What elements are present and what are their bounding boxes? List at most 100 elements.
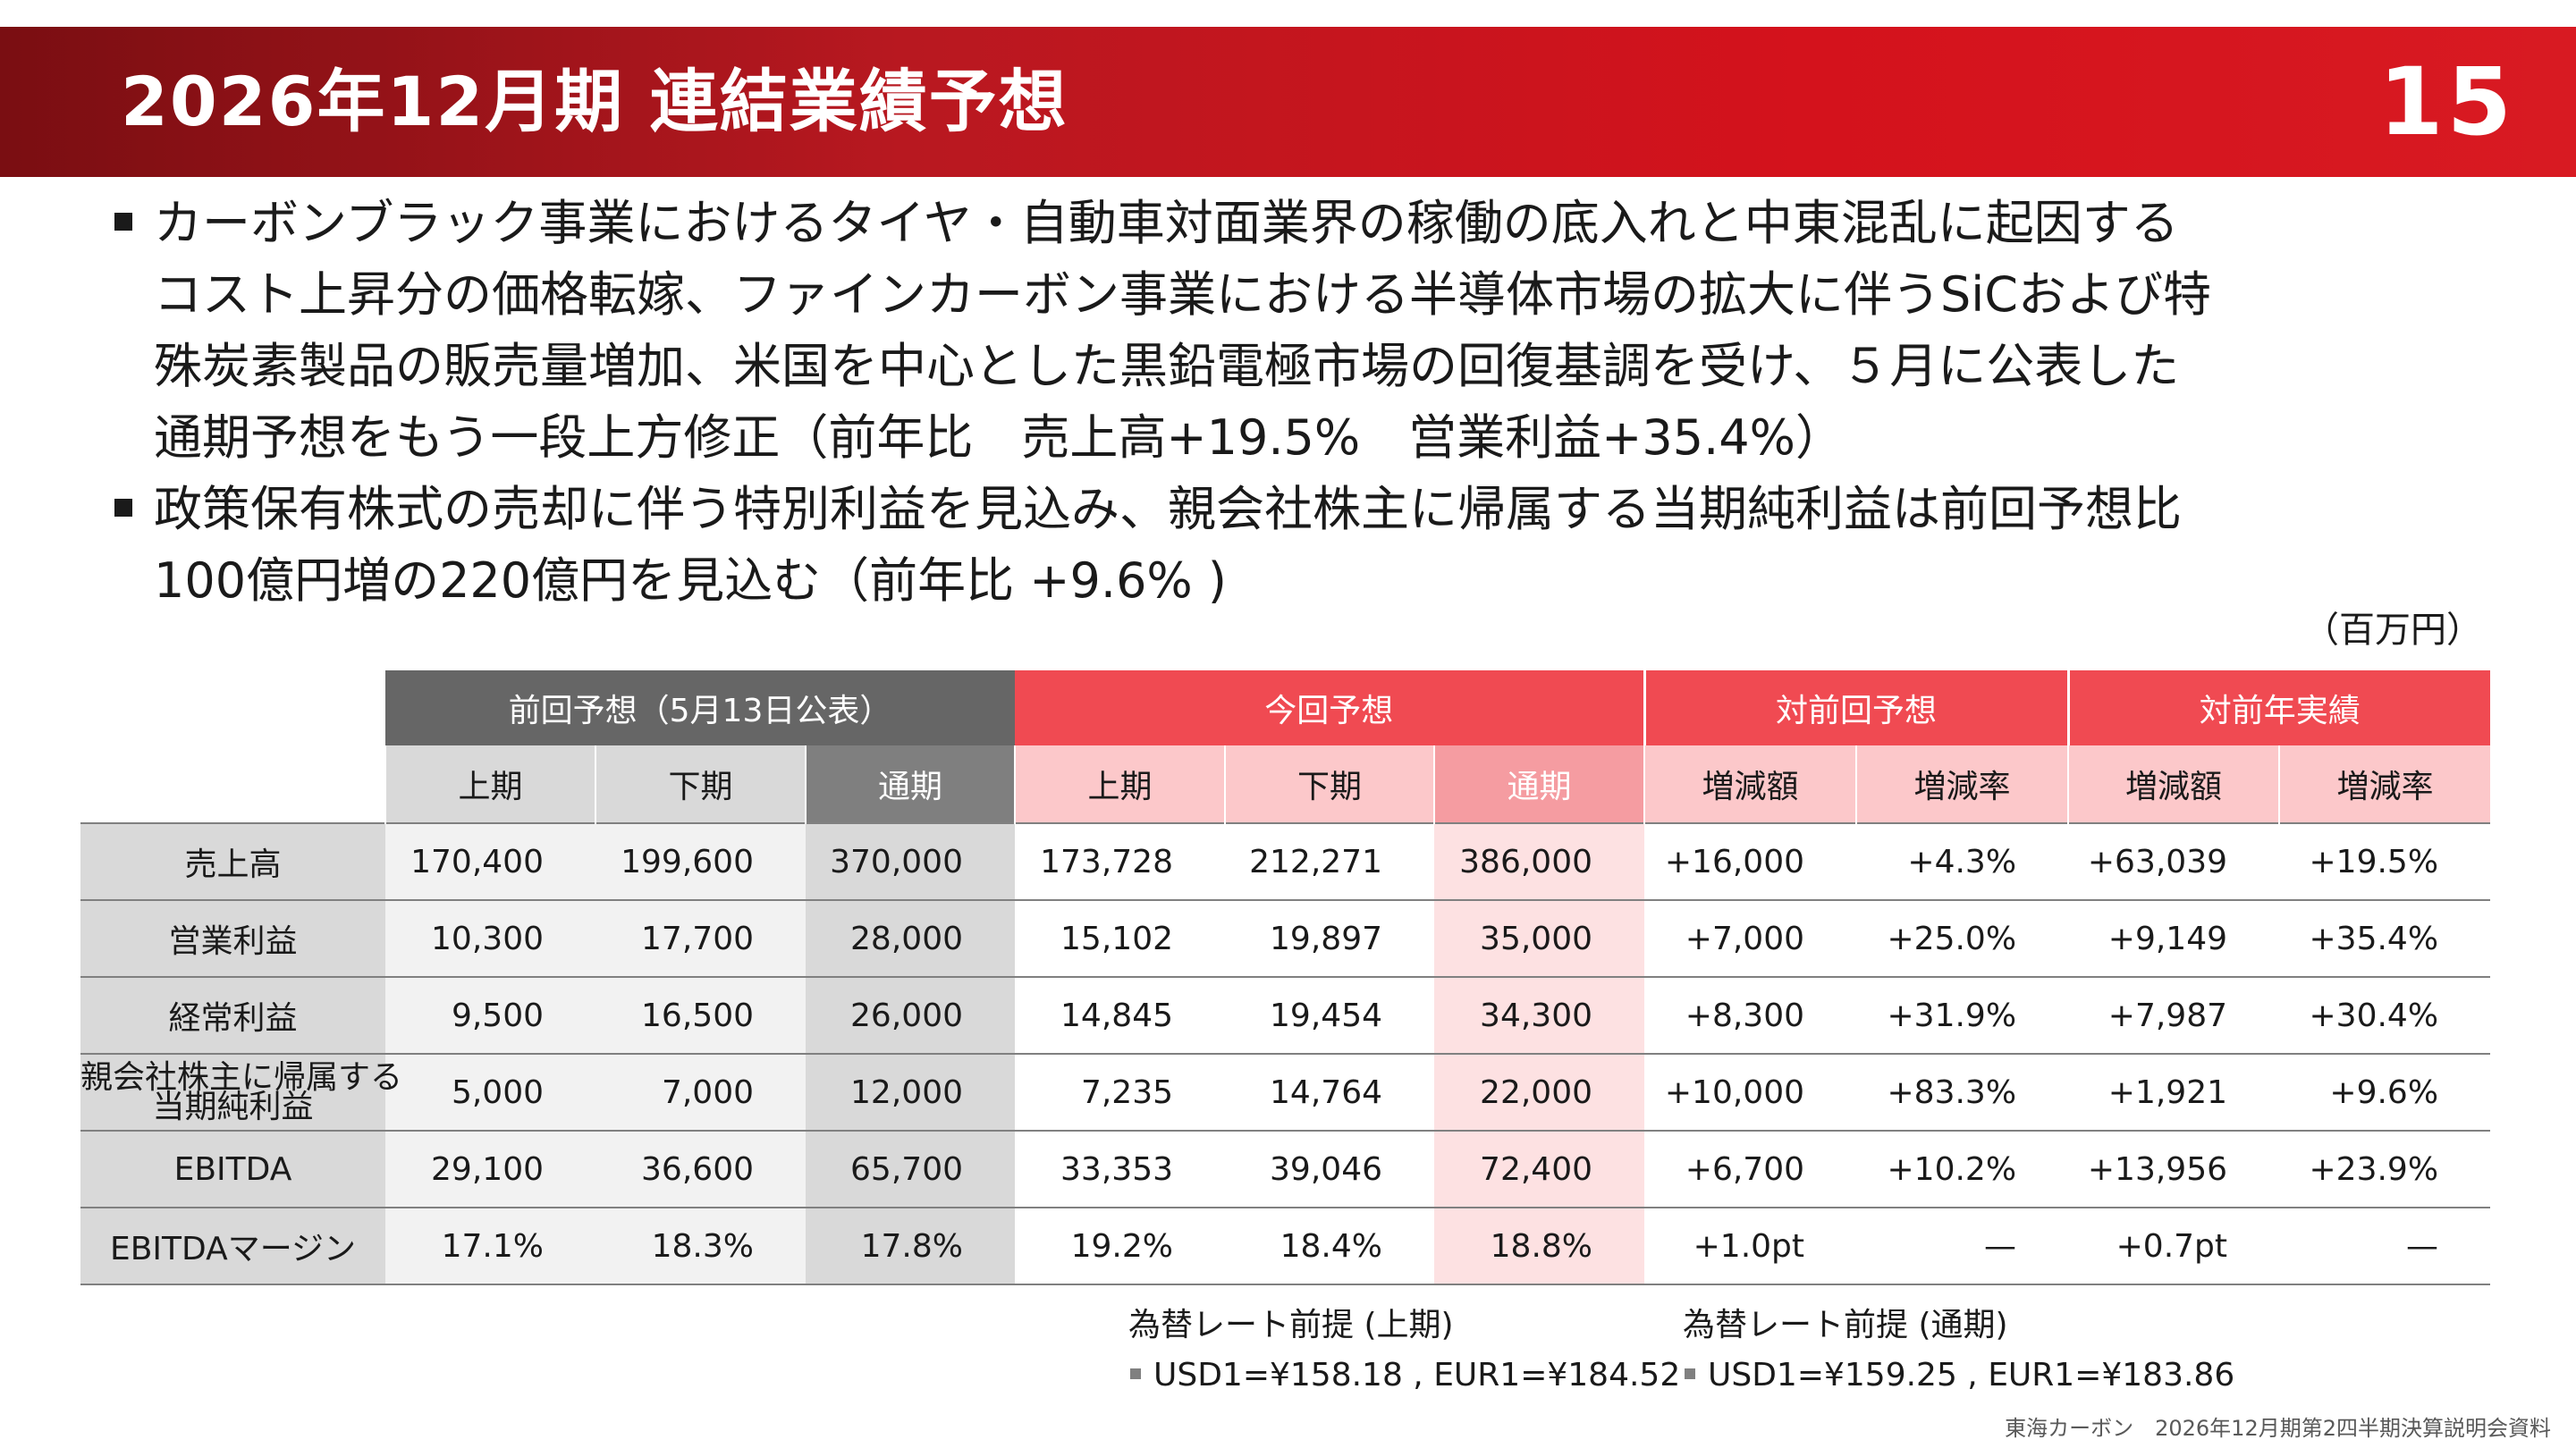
table-cell: 29,100 <box>385 1131 595 1208</box>
row-label: EBITDAマージン <box>80 1208 385 1285</box>
bullet-item: カーボンブラック事業におけるタイヤ・自動車対面業界の稼働の底入れと中東混乱に起因… <box>107 188 2521 474</box>
table-row: EBITDAマージン 17.1% 18.3% 17.8% 19.2% 18.4%… <box>80 1208 2491 1285</box>
table-cell: +0.7pt <box>2068 1208 2280 1285</box>
table-cell: +6,700 <box>1644 1131 1857 1208</box>
table-cell: 17,700 <box>595 900 806 978</box>
table-cell: 173,728 <box>1015 822 1225 901</box>
table-row: 経常利益 9,500 16,500 26,000 14,845 19,454 3… <box>80 977 2491 1055</box>
table-cell: 386,000 <box>1434 822 1645 901</box>
table-cell: +25.0% <box>1856 900 2069 978</box>
table-cell: +1.0pt <box>1644 1208 1857 1285</box>
corner-cell <box>80 670 385 745</box>
corner-cell <box>80 745 385 823</box>
table-cell: 17.1% <box>385 1208 595 1285</box>
table-row: 営業利益 10,300 17,700 28,000 15,102 19,897 … <box>80 900 2491 978</box>
table-cell: +31.9% <box>1856 977 2069 1055</box>
table-cell: 19.2% <box>1015 1208 1225 1285</box>
table-cell: 170,400 <box>385 822 595 901</box>
table-cell: 14,845 <box>1015 977 1225 1055</box>
fx-note-title: 為替レート前提 (上期) <box>1128 1307 1454 1343</box>
row-label: 親会社株主に帰属する 当期純利益 <box>80 1054 403 1132</box>
column-header: 増減率 <box>1855 745 2069 823</box>
table-cell: 14,764 <box>1225 1054 1434 1132</box>
column-header: 増減額 <box>1643 745 1857 823</box>
column-header: 通期 <box>1432 745 1645 823</box>
table-cell: +13,956 <box>2068 1131 2280 1208</box>
table-cell: 17.8% <box>806 1208 1015 1285</box>
table-cell: +83.3% <box>1856 1054 2069 1132</box>
group-header-previous: 前回予想（5月13日公表） <box>385 670 1015 745</box>
table-cell: +7,000 <box>1644 900 1857 978</box>
table-cell: 7,000 <box>595 1054 806 1132</box>
table-cell: 19,454 <box>1225 977 1434 1055</box>
table-cell: +35.4% <box>2279 900 2491 978</box>
column-header: 上期 <box>1014 745 1225 823</box>
fx-note-rates: USD1=¥159.25 , EUR1=¥183.86 <box>1708 1357 2235 1393</box>
table-cell: 35,000 <box>1434 900 1645 978</box>
forecast-table: 前回予想（5月13日公表） 今回予想 対前回予想 対前年実績 上期 下期 通期 … <box>80 670 2491 1285</box>
table-cell: 12,000 <box>806 1054 1015 1132</box>
table-row: 親会社株主に帰属する 当期純利益 5,000 7,000 12,000 7,23… <box>80 1054 2491 1132</box>
fx-note-rates: USD1=¥158.18 , EUR1=¥184.52 <box>1153 1357 1681 1393</box>
table-cell: +19.5% <box>2279 822 2491 901</box>
table-cell: +30.4% <box>2279 977 2491 1055</box>
bullet-text-line: 100億円増の220億円を見込む（前年比 +9.6% ) <box>154 552 1227 609</box>
table-cell: 9,500 <box>385 977 595 1055</box>
table-row: 売上高 170,400 199,600 370,000 173,728 212,… <box>80 822 2491 901</box>
fx-note-full-year: 為替レート前提 (通期) USD1=¥159.25 , EUR1=¥183.86 <box>1683 1301 2234 1401</box>
fx-note-first-half: 為替レート前提 (上期) USD1=¥158.18 , EUR1=¥184.52 <box>1128 1301 1680 1401</box>
table-cell: 65,700 <box>806 1131 1015 1208</box>
table-cell: +10.2% <box>1856 1131 2069 1208</box>
table-cell: 7,235 <box>1015 1054 1225 1132</box>
table-cell: — <box>1856 1208 2069 1285</box>
bullet-text-line: 政策保有株式の売却に伴う特別利益を見込み、親会社株主に帰属する当期純利益は前回予… <box>154 481 2182 537</box>
footer-text: 東海カーボン 2026年12月期第2四半期決算説明会資料 <box>2005 1416 2551 1441</box>
row-label: 経常利益 <box>80 977 385 1055</box>
group-header-vs-previous: 対前回予想 <box>1643 670 2069 745</box>
row-label: 売上高 <box>80 822 385 901</box>
column-header: 下期 <box>595 745 806 823</box>
column-header: 下期 <box>1224 745 1434 823</box>
bullet-text-line: 通期予想をもう一段上方修正（前年比 売上高+19.5% 営業利益+35.4%） <box>154 409 1844 466</box>
page-title: 2026年12月期 連結業績予想 <box>121 62 1068 141</box>
unit-label: （百万円） <box>2303 610 2482 651</box>
table-cell: 5,000 <box>385 1054 595 1132</box>
table-cell: +9.6% <box>2279 1054 2491 1132</box>
table-cell: — <box>2279 1208 2491 1285</box>
square-bullet-icon <box>1130 1368 1141 1379</box>
table-cell: 22,000 <box>1434 1054 1645 1132</box>
table-cell: 33,353 <box>1015 1131 1225 1208</box>
table-cell: 15,102 <box>1015 900 1225 978</box>
table-cell: 34,300 <box>1434 977 1645 1055</box>
table-cell: 26,000 <box>806 977 1015 1055</box>
table-cell: +63,039 <box>2068 822 2280 901</box>
table-cell: 18.8% <box>1434 1208 1645 1285</box>
bullet-text-line: 殊炭素製品の販売量増加、米国を中心とした黒鉛電極市場の回復基調を受け、５月に公表… <box>154 338 2180 394</box>
bullet-item: 政策保有株式の売却に伴う特別利益を見込み、親会社株主に帰属する当期純利益は前回予… <box>107 474 2521 617</box>
column-header: 通期 <box>805 745 1015 823</box>
column-header: 増減率 <box>2278 745 2491 823</box>
bullet-list: カーボンブラック事業におけるタイヤ・自動車対面業界の稼働の底入れと中東混乱に起因… <box>107 188 2521 617</box>
row-label-line: 親会社株主に帰属する <box>80 1059 403 1096</box>
table-cell: +1,921 <box>2068 1054 2280 1132</box>
table-cell: +10,000 <box>1644 1054 1857 1132</box>
table-cell: +23.9% <box>2279 1131 2491 1208</box>
table-row: EBITDA 29,100 36,600 65,700 33,353 39,04… <box>80 1131 2491 1208</box>
square-bullet-icon <box>114 499 132 517</box>
table-cell: +8,300 <box>1644 977 1857 1055</box>
row-label: 営業利益 <box>80 900 385 978</box>
square-bullet-icon <box>1685 1368 1695 1379</box>
table-cell: +4.3% <box>1856 822 2069 901</box>
group-header-vs-last-year: 対前年実績 <box>2066 670 2491 745</box>
table-cell: 370,000 <box>806 822 1015 901</box>
table-cell: 19,897 <box>1225 900 1434 978</box>
fx-note-rates-line: USD1=¥158.18 , EUR1=¥184.52 <box>1128 1351 1680 1401</box>
table-cell: 199,600 <box>595 822 806 901</box>
table-cell: +9,149 <box>2068 900 2280 978</box>
bullet-text-line: カーボンブラック事業におけるタイヤ・自動車対面業界の稼働の底入れと中東混乱に起因… <box>154 195 2179 251</box>
table-cell: 212,271 <box>1225 822 1434 901</box>
table-cell: 28,000 <box>806 900 1015 978</box>
column-header: 上期 <box>384 745 595 823</box>
table-cell: 16,500 <box>595 977 806 1055</box>
column-header: 増減額 <box>2067 745 2280 823</box>
